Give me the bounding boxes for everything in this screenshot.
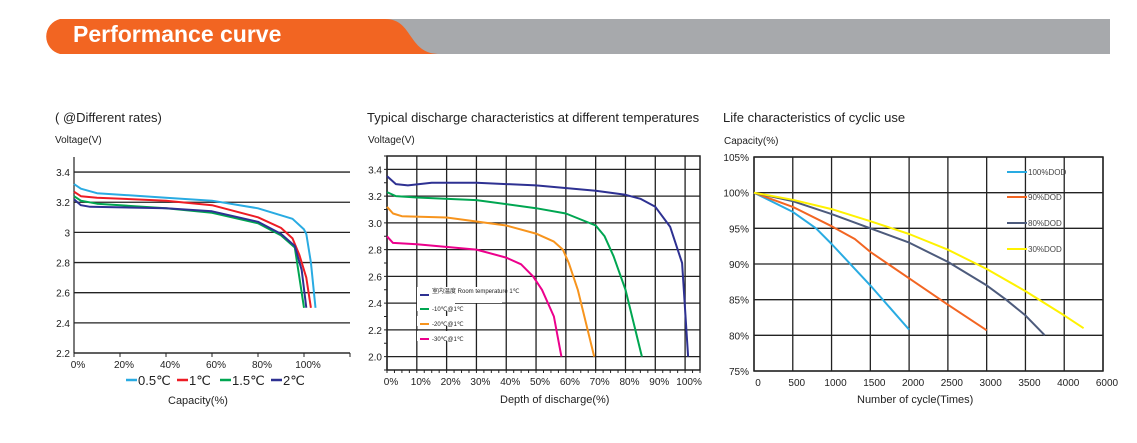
y-tick-label: 3.4 <box>56 168 70 179</box>
legend-label: -10℃@1℃ <box>432 307 464 313</box>
y-tick-label: 75% <box>729 367 749 378</box>
chart2: 2.0 2.2 2.4 2.6 2.8 3.0 3.2 3.4 0% 10% 20% 30% 40% 50… <box>368 155 702 388</box>
legend-label: 室内温度 Room temperature 1℃ <box>432 287 520 295</box>
series-line-2 <box>73 190 312 308</box>
series-line-1 <box>386 175 690 357</box>
x-tick-label: 0 <box>755 378 761 389</box>
series-line-2 <box>753 191 988 332</box>
legend-label: 100%DOD <box>1028 168 1066 177</box>
chart2-xlabel: Depth of discharge(%) <box>500 394 610 406</box>
legend-label: 90%DOD <box>1028 193 1062 202</box>
y-tick-label: 2.8 <box>368 246 382 257</box>
legend-bg <box>417 287 502 303</box>
legend-label: -30℃@1℃ <box>432 337 464 343</box>
y-tick-label: 95% <box>729 224 749 235</box>
series-line-2 <box>386 191 643 357</box>
y-tick-label: 105% <box>723 153 749 164</box>
series-line-4 <box>386 235 563 357</box>
y-tick-label: 2.0 <box>368 353 382 364</box>
series-line-1 <box>73 183 317 308</box>
banner-gray-bar <box>380 19 1110 54</box>
x-tick-label: 0% <box>384 377 399 388</box>
chart1: 2.2 2.4 2.6 2.8 3 3.2 3.4 0% 20% 40% 60% 80% 100% 0.5… <box>56 157 351 388</box>
x-tick-label: 50% <box>530 377 550 388</box>
x-tick-label: 40% <box>160 360 180 371</box>
x-tick-label: 60% <box>560 377 580 388</box>
legend-label: 1℃ <box>189 373 211 388</box>
x-tick-label: 30% <box>470 377 490 388</box>
y-tick-label: 2.4 <box>56 319 70 330</box>
x-tick-label: 100% <box>295 360 321 371</box>
banner-orange-tab <box>46 19 440 54</box>
chart3: 75% 80% 85% 90% 95% 100% 105% 0 500 1000 1500 2000 2… <box>723 153 1118 389</box>
x-tick-label: 80% <box>252 360 272 371</box>
legend-label: 0.5℃ <box>138 373 171 388</box>
x-tick-label: 20% <box>441 377 461 388</box>
y-tick-label: 2.2 <box>56 349 70 360</box>
series-line-3 <box>753 191 1046 336</box>
x-tick-label: 1500 <box>863 378 886 389</box>
chart2-title: Typical discharge characteristics at dif… <box>367 110 700 125</box>
y-tick-label: 85% <box>729 296 749 307</box>
x-tick-label: 6000 <box>1096 378 1119 389</box>
x-tick-label: 90% <box>649 377 669 388</box>
chart3-xlabel: Number of cycle(Times) <box>857 394 974 406</box>
y-tick-label: 100% <box>723 189 749 200</box>
legend-bg <box>417 316 455 326</box>
x-tick-label: 2500 <box>941 378 964 389</box>
chart3-ylabel: Capacity(%) <box>724 136 779 147</box>
chart2-ylabel: Voltage(V) <box>368 135 415 146</box>
chart1-xlabel: Capacity(%) <box>168 395 228 407</box>
legend-label: 80%DOD <box>1028 219 1062 228</box>
chart3-title: Life characteristics of cyclic use <box>723 110 906 125</box>
series-line-3 <box>386 206 596 357</box>
y-tick-label: 90% <box>729 260 749 271</box>
x-tick-label: 10% <box>411 377 431 388</box>
x-tick-label: 70% <box>590 377 610 388</box>
x-tick-label: 20% <box>114 360 134 371</box>
x-tick-label: 3500 <box>1018 378 1041 389</box>
series-line-4 <box>753 191 1085 330</box>
legend-bg <box>417 301 455 311</box>
legend-bg <box>417 331 455 341</box>
y-tick-label: 2.6 <box>56 289 70 300</box>
y-tick-label: 3.2 <box>56 198 70 209</box>
y-tick-label: 2.8 <box>56 259 70 270</box>
legend-label: 1.5℃ <box>232 373 265 388</box>
x-tick-label: 60% <box>206 360 226 371</box>
chart1-ylabel: Voltage(V) <box>55 135 102 146</box>
y-tick-label: 2.6 <box>368 272 382 283</box>
plot-border <box>386 155 701 371</box>
x-tick-label: 40% <box>500 377 520 388</box>
y-tick-label: 80% <box>729 331 749 342</box>
x-tick-label: 0% <box>71 360 86 371</box>
y-tick-label: 3 <box>64 228 70 239</box>
header-banner <box>46 19 1110 54</box>
x-tick-label: 500 <box>788 378 805 389</box>
y-tick-label: 2.2 <box>368 326 382 337</box>
plot-border <box>753 156 1104 372</box>
legend-label: -20℃@1℃ <box>432 322 464 328</box>
series-line-4 <box>73 198 308 308</box>
legend-label: 2℃ <box>283 373 305 388</box>
series-line-1 <box>753 191 910 331</box>
x-tick-label: 3000 <box>980 378 1003 389</box>
page-title: Performance curve <box>73 21 282 47</box>
x-tick-label: 2000 <box>902 378 925 389</box>
y-tick-label: 2.4 <box>368 299 382 310</box>
chart1-title: ( @Different rates) <box>55 110 162 125</box>
y-tick-label: 3.4 <box>368 165 382 176</box>
y-tick-label: 3.0 <box>368 219 382 230</box>
y-tick-label: 3.2 <box>368 192 382 203</box>
x-tick-label: 1000 <box>824 378 847 389</box>
x-tick-label: 100% <box>676 377 702 388</box>
x-tick-label: 4000 <box>1057 378 1080 389</box>
series-line-3 <box>73 195 305 308</box>
x-tick-label: 80% <box>619 377 639 388</box>
legend-label: 30%DOD <box>1028 245 1062 254</box>
